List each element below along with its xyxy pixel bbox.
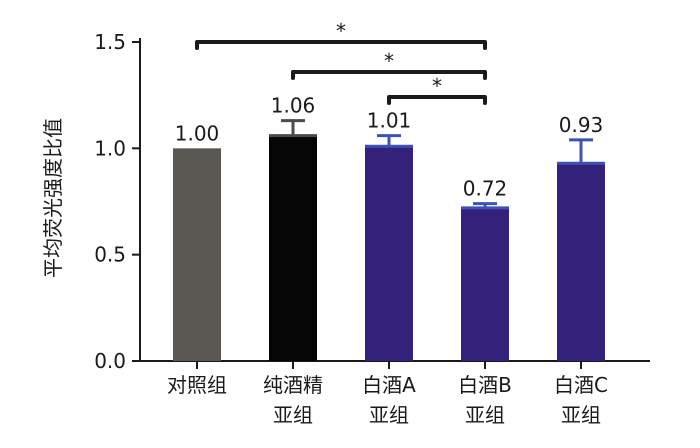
bar (365, 146, 413, 361)
category-label: 纯酒精 (263, 373, 323, 397)
category-label: 对照组 (167, 373, 227, 397)
category-label-line2: 亚组 (369, 403, 409, 427)
category-label-line2: 亚组 (273, 403, 313, 427)
data-label: 0.93 (559, 113, 604, 137)
bracket-line (195, 40, 487, 50)
bars (173, 135, 605, 361)
data-label: 1.00 (175, 121, 220, 145)
data-labels: 1.00 1.06 1.01 0.72 0.93 (175, 94, 604, 201)
y-tick-label: 1.0 (94, 136, 126, 160)
y-tick-label: 1.5 (94, 30, 126, 54)
data-label: 1.06 (271, 94, 316, 118)
bar (269, 135, 317, 361)
category-label-line2: 亚组 (561, 403, 601, 427)
category-label: 白酒C (554, 373, 608, 397)
data-label: 1.01 (367, 109, 412, 133)
axes: 0.0 0.5 1.0 1.5 (94, 30, 650, 373)
significance-star: * (432, 74, 442, 98)
y-axis-label: 平均荧光强度比值 (41, 118, 65, 278)
bar (461, 207, 509, 361)
category-label: 白酒A (362, 373, 416, 397)
significance-bracket: * (387, 74, 487, 105)
y-tick-label: 0.0 (94, 349, 126, 373)
significance-bracket: * (291, 49, 487, 80)
significance-bracket: * (195, 19, 487, 50)
error-bars (269, 119, 605, 210)
y-tick-label: 0.5 (94, 243, 126, 267)
category-label: 白酒B (458, 373, 512, 397)
significance-star: * (384, 49, 394, 73)
significance-star: * (336, 19, 346, 43)
significance-brackets: * * * (195, 19, 487, 105)
bar (557, 163, 605, 361)
bracket-line (291, 70, 487, 80)
data-label: 0.72 (463, 177, 508, 201)
bracket-line (387, 95, 487, 105)
category-label-line2: 亚组 (465, 403, 505, 427)
bar (173, 148, 221, 361)
